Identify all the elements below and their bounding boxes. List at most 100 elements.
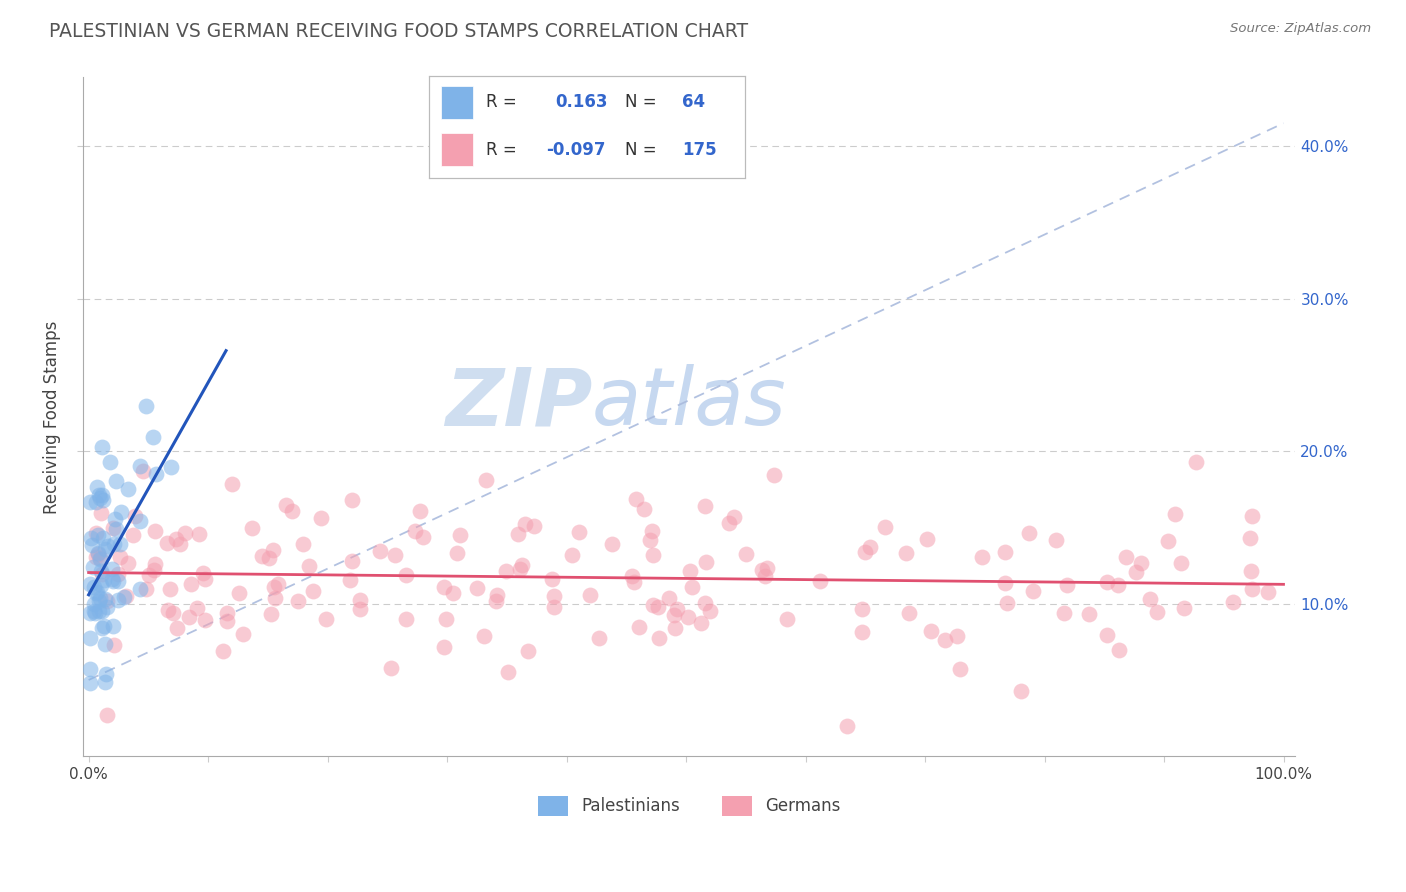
Point	[90, 441, 112, 455]
Text: Source: ZipAtlas.com: Source: ZipAtlas.com	[1230, 22, 1371, 36]
Point	[292, 537, 315, 551]
Text: 175: 175	[682, 141, 717, 159]
Point	[96, 708, 118, 723]
Point	[1056, 578, 1078, 592]
Point	[93, 592, 115, 607]
Point	[465, 582, 488, 596]
Point	[994, 545, 1017, 559]
Text: 0.163: 0.163	[555, 94, 607, 112]
Point	[718, 516, 741, 530]
Point	[994, 575, 1017, 590]
Point	[449, 528, 471, 542]
Text: N =: N =	[626, 141, 657, 159]
Point	[107, 574, 129, 588]
Point	[107, 592, 129, 607]
Text: PALESTINIAN VS GERMAN RECEIVING FOOD STAMPS CORRELATION CHART: PALESTINIAN VS GERMAN RECEIVING FOOD STA…	[49, 22, 748, 41]
Point	[135, 582, 157, 596]
Point	[84, 606, 107, 620]
Point	[543, 600, 565, 615]
Point	[84, 586, 107, 600]
Point	[186, 601, 208, 615]
Point	[264, 591, 287, 605]
Point	[97, 539, 120, 553]
Point	[920, 624, 942, 638]
Point	[138, 568, 160, 582]
Point	[568, 524, 591, 539]
Point	[94, 666, 117, 681]
Point	[1125, 565, 1147, 579]
Point	[851, 625, 873, 640]
Point	[628, 620, 651, 634]
Point	[693, 596, 716, 610]
Point	[87, 547, 110, 561]
Point	[79, 494, 101, 508]
Point	[446, 546, 468, 560]
Point	[543, 589, 565, 603]
Text: ZIP: ZIP	[444, 364, 592, 442]
Point	[80, 531, 103, 545]
Point	[90, 578, 112, 592]
Point	[474, 473, 496, 487]
Point	[853, 545, 876, 559]
Point	[638, 533, 661, 547]
Point	[93, 637, 115, 651]
Point	[678, 609, 700, 624]
Point	[340, 554, 363, 568]
Point	[1139, 591, 1161, 606]
Point	[87, 528, 110, 542]
Y-axis label: Receiving Food Stamps: Receiving Food Stamps	[44, 320, 60, 514]
Point	[89, 591, 111, 605]
Point	[664, 621, 686, 635]
Point	[107, 567, 129, 582]
Point	[762, 468, 785, 483]
Point	[579, 588, 602, 602]
Point	[281, 503, 304, 517]
Point	[510, 558, 533, 572]
Point	[433, 580, 456, 594]
Point	[623, 575, 645, 590]
Point	[540, 572, 562, 586]
Point	[165, 532, 187, 546]
Point	[1045, 533, 1067, 547]
Point	[384, 549, 406, 563]
Point	[1146, 605, 1168, 619]
Point	[443, 586, 465, 600]
Point	[349, 602, 371, 616]
Point	[180, 577, 202, 591]
Point	[124, 508, 146, 523]
Point	[1107, 578, 1129, 592]
Point	[242, 521, 264, 535]
Point	[263, 580, 285, 594]
Text: atlas: atlas	[592, 364, 787, 442]
Point	[129, 459, 152, 474]
Point	[94, 674, 117, 689]
Point	[1240, 582, 1263, 596]
Point	[1018, 525, 1040, 540]
Point	[561, 548, 583, 562]
Point	[101, 618, 124, 632]
Point	[87, 546, 110, 560]
Point	[101, 562, 124, 576]
Point	[662, 607, 685, 622]
Point	[103, 536, 125, 550]
Point	[83, 580, 105, 594]
Point	[86, 585, 108, 599]
Point	[194, 573, 217, 587]
Point	[228, 586, 250, 600]
Point	[368, 543, 391, 558]
Point	[776, 612, 799, 626]
Point	[90, 506, 112, 520]
Point	[681, 580, 703, 594]
Point	[135, 399, 157, 413]
Point	[633, 502, 655, 516]
Point	[103, 638, 125, 652]
Point	[693, 499, 716, 513]
Point	[174, 526, 197, 541]
Point	[89, 491, 111, 505]
Point	[79, 576, 101, 591]
Point	[108, 536, 131, 550]
Point	[1239, 532, 1261, 546]
Point	[1164, 507, 1187, 521]
Point	[1010, 683, 1032, 698]
Point	[82, 559, 104, 574]
